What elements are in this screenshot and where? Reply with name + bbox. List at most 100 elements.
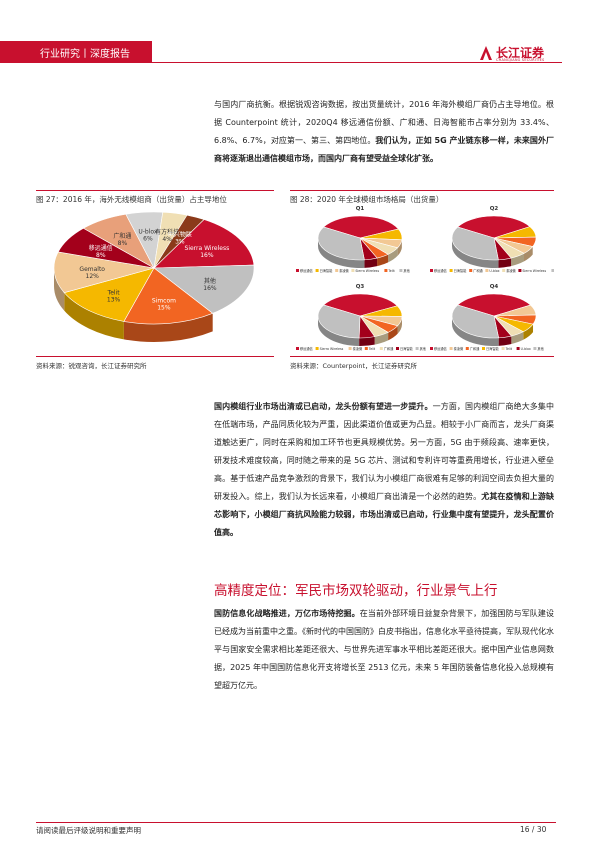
paragraph-lead: 国内模组行业市场出清或已启动，龙头份额有望进一步提升。 (214, 402, 433, 411)
fig28-legend-label: 广和通 (384, 346, 394, 351)
fig27-slice-value: 8% (96, 252, 106, 259)
fig28-pie-Q1-side (377, 254, 389, 267)
fig28-legend-swatch (351, 269, 355, 272)
fig28-legend-swatch (449, 347, 453, 350)
fig28-legend-swatch (430, 347, 433, 350)
fig28-pie-Q2-side (511, 253, 525, 267)
fig27-pie-slice (153, 219, 255, 269)
fig28-legend-swatch (335, 269, 339, 272)
fig27-slice-label: 移远通信 (89, 244, 113, 252)
fig28-pie-Q4-side (523, 324, 534, 340)
fig28-pie-title: Q4 (490, 284, 499, 290)
fig28-legend-label: 日海智能 (400, 346, 414, 351)
fig28-pie-title: Q3 (356, 284, 365, 290)
fig27-slice-label: Gemalto (79, 266, 105, 273)
fig28-legend-label: 广和通 (470, 346, 480, 351)
fig28-legend-swatch (518, 269, 522, 272)
fig28-pie-Q2-slice (451, 226, 499, 261)
fig28-pie-Q1-side (388, 247, 398, 263)
fig27-slice-value: 3% (175, 238, 185, 245)
section-title: 高精度定位：军民市场双轮驱动，行业景气上行 (214, 583, 498, 599)
fig28-pie-Q3-side (318, 316, 360, 346)
fig27-slice-label: 中兴物联 (168, 230, 192, 238)
fig28-legend-swatch (465, 347, 469, 350)
fig28-legend-label: 日海智能 (454, 268, 468, 273)
fig28-legend-label: 移远通信 (300, 346, 314, 351)
footer-divider (36, 822, 556, 823)
fig28-legend-label: 移远通信 (434, 268, 448, 273)
fig28-pie-Q1-slice (317, 226, 365, 261)
fig28-legend-label: Telit (387, 269, 395, 273)
fig27-pie-side (123, 313, 213, 342)
fig27-slice-label: Simcom (152, 297, 176, 304)
footer-disclaimer: 请阅读最后评级说明和重要声明 (36, 826, 141, 835)
fig27-slice-value: 4% (162, 236, 172, 243)
fig28-legend-label: 其他 (420, 346, 427, 351)
fig28-legend-label: 日海智能 (320, 268, 334, 273)
fig28-legend-swatch (364, 347, 368, 350)
fig27-slice-label: Sierra Wireless (185, 245, 230, 252)
fig28-legend-label: 泰凌微 (353, 346, 363, 351)
figure-27-title: 图 27：2016 年，海外无线模组商（出货量）占主导地位 (36, 195, 227, 204)
fig28-pie-Q4-side (511, 331, 524, 345)
fig28-legend-label: 其他 (537, 346, 544, 351)
fig28-pie-Q3-slice (317, 304, 361, 339)
fig28-legend-swatch (485, 269, 489, 272)
header-divider (0, 62, 562, 63)
fig27-slice-value: 16% (203, 285, 217, 292)
fig28-legend-swatch (482, 347, 485, 350)
fig28-pie-title: Q2 (490, 206, 499, 212)
fig28-legend-label: 其他 (403, 268, 410, 273)
fig27-slice-label: 广和通 (113, 232, 131, 240)
fig27-pie-slice (123, 267, 214, 325)
fig27-slice-value: 12% (86, 273, 100, 280)
fig28-pie-Q3-side (388, 325, 398, 341)
paragraph-text: 一方面，国内模组厂商绝大多集中在低端市场，产品同质化较为严重，因此渠道价值或更为… (214, 402, 555, 501)
figure-27-top-rule (36, 190, 274, 191)
fig28-legend-swatch (399, 269, 403, 272)
fig28-legend-swatch (348, 347, 352, 350)
paragraph-conclusion: 我们认为，正如 5G 产业链东移一样，未来国外厂商将逐渐退出通信模组市场，而国内… (214, 136, 554, 163)
fig28-legend-swatch (501, 347, 505, 350)
fig28-pie-Q3-side (374, 332, 389, 345)
figure-28-bottom-rule (290, 356, 554, 357)
fig28-legend-swatch (296, 269, 299, 272)
fig28-pie-Q2-side (524, 246, 533, 262)
fig27-slice-label: U-blox (138, 228, 158, 235)
logo-text: 长江证券 (496, 46, 545, 60)
fig28-legend-swatch (449, 269, 453, 272)
fig27-pie-slice (153, 214, 205, 269)
fig28-pie-Q3-side (397, 316, 402, 334)
fig27-pie-slice (63, 267, 155, 322)
fig27-slice-value: 16% (200, 252, 214, 259)
paragraph-conclusion: 尤其在疫情和上游缺芯影响下，小模组厂商抗风险能力较弱，市场出清或已启动，行业集中… (214, 492, 554, 537)
fig28-legend-swatch (469, 269, 473, 272)
fig28-pie-Q1-side (364, 258, 378, 268)
fig28-pie-Q2-side (498, 258, 512, 268)
paragraph-lead: 国防信息化战略推进，万亿市场待挖掘。 (214, 609, 360, 618)
fig28-legend-swatch (415, 347, 419, 350)
fig28-legend-swatch (430, 269, 433, 272)
fig28-legend-label: U-blox (521, 347, 531, 351)
fig28-legend-label: 移远通信 (300, 268, 314, 273)
paragraph-defense-informatization: 国防信息化战略推进，万亿市场待挖掘。在当前外部环境日益复杂背景下，加强国防与军队… (214, 605, 554, 695)
fig27-slice-value: 8% (118, 240, 128, 247)
fig28-pie-Q4-slice (451, 304, 500, 339)
fig28-legend-label: 泰凌微 (454, 346, 464, 351)
figure-27-pie-chart: Sierra Wireless16%其他16%Simcom15%Telit13%… (53, 211, 255, 342)
fig28-pie-Q4-side (498, 336, 512, 346)
fig28-legend-label: Sierra Wireless (320, 347, 344, 351)
fig27-slice-value: 6% (143, 235, 153, 242)
header-bar (0, 41, 152, 63)
fig27-slice-value: 15% (157, 304, 171, 311)
fig28-pie-Q2-slice (457, 215, 531, 239)
page-number: 16 / 30 (520, 825, 547, 834)
fig28-legend-swatch (533, 347, 537, 350)
logo-subtext: CHANGJIANG SECURITIES (496, 58, 545, 62)
fig27-slice-label: 有方科技 (155, 228, 179, 236)
fig28-legend-label: 泰凌微 (506, 268, 516, 273)
fig28-legend-swatch (315, 347, 319, 350)
logo-icon (480, 46, 492, 60)
fig27-pie-slice (53, 251, 155, 294)
